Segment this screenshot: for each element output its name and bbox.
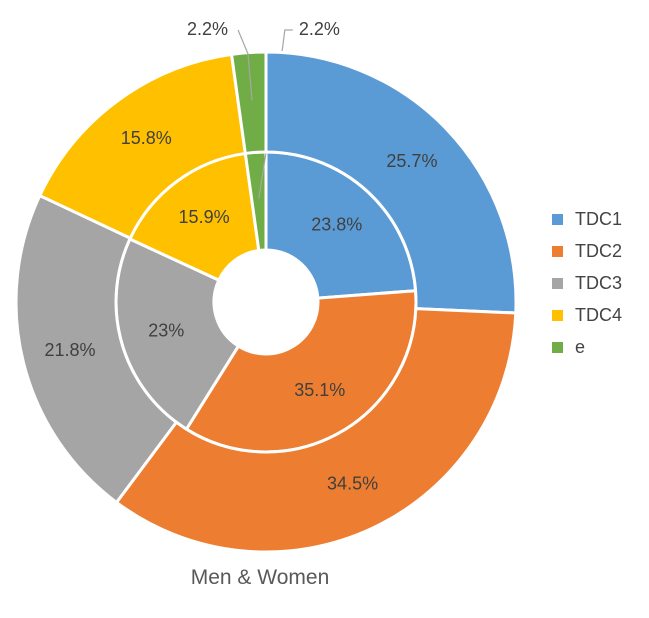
inner-label-tdc2: 35.1% — [294, 380, 345, 400]
legend-label-tdc2: TDC2 — [575, 240, 623, 261]
legend-swatch-tdc2 — [552, 245, 563, 257]
legend-label-tdc1: TDC1 — [575, 208, 623, 229]
legend-swatch-tdc3 — [552, 277, 563, 289]
legend-swatch-tdc4 — [552, 309, 563, 321]
legend-swatch-tdc1 — [552, 213, 563, 225]
outer-label-tdc3: 21.8% — [45, 340, 96, 360]
legend-label-tdc3: TDC3 — [575, 272, 623, 293]
chart-title: Men & Women — [190, 566, 330, 589]
legend-swatch-e — [552, 341, 563, 353]
outer-label-tdc2: 34.5% — [327, 473, 378, 493]
legend-item-tdc1: TDC1 — [552, 203, 622, 235]
legend-item-tdc4: TDC4 — [552, 299, 622, 331]
outer-slice-tdc1 — [264, 50, 518, 315]
outer-leader-line-e — [237, 29, 253, 101]
inner-label-tdc4: 15.9% — [179, 207, 230, 227]
outer-label-tdc4: 15.8% — [121, 128, 172, 148]
donut-chart: 23.8% 35.1% 23% 15.9% 2.2% 25.7% 34.5% 21.8% 15.… — [14, 19, 518, 554]
inner-label-tdc1: 23.8% — [311, 214, 362, 234]
legend-item-tdc3: TDC3 — [552, 267, 622, 299]
legend-label-e: e — [575, 336, 586, 357]
legend-item-tdc2: TDC2 — [552, 235, 622, 267]
outer-label-tdc1: 25.7% — [386, 151, 437, 171]
outer-label-e: 2.2% — [187, 19, 228, 39]
inner-label-e: 2.2% — [299, 19, 340, 39]
outer-slice-e — [230, 50, 268, 155]
outer-slice-tdc2 — [115, 307, 518, 554]
legend-label-tdc4: TDC4 — [575, 304, 623, 325]
legend-item-e: e — [552, 331, 622, 363]
chart-legend: TDC1 TDC2 TDC3 TDC4 e — [552, 203, 622, 363]
outer-slice-tdc3 — [14, 194, 178, 504]
inner-label-tdc3: 23% — [148, 320, 184, 340]
